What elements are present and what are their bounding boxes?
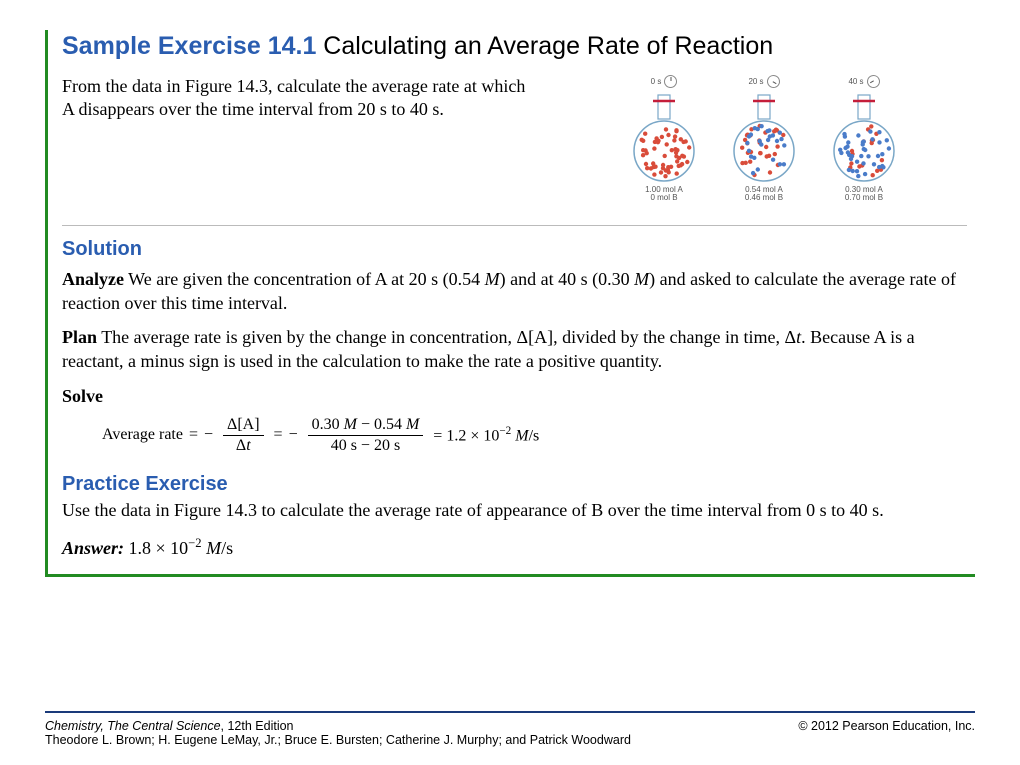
footer-copyright: © 2012 Pearson Education, Inc. <box>798 719 975 733</box>
flask-caption: 0.30 mol A0.70 mol B <box>817 186 911 204</box>
page: Sample Exercise 14.1 Calculating an Aver… <box>0 0 1020 577</box>
solution-heading: Solution <box>62 238 967 261</box>
flask-time-label: 20 s <box>717 75 811 88</box>
answer-label: Answer: <box>62 538 124 558</box>
title: Sample Exercise 14.1 Calculating an Aver… <box>62 30 967 63</box>
analyze-M1: M <box>485 269 500 289</box>
analyze-M2: M <box>634 269 649 289</box>
eq-frac1-den: Δt <box>232 436 255 455</box>
solve-label: Solve <box>62 384 967 408</box>
flask-0: 0 s 1.00 mol A0 mol B <box>617 75 711 204</box>
eq-minus1: − <box>204 426 213 444</box>
flask-icon <box>625 89 703 185</box>
eq-frac2: 0.30 M − 0.54 M 40 s − 20 s <box>304 416 428 455</box>
footer-row1: Chemistry, The Central Science, 12th Edi… <box>45 719 975 733</box>
flask-icon <box>725 89 803 185</box>
answer-M: M <box>206 538 221 558</box>
eq-eq2: = <box>274 426 283 444</box>
eq-eq1: = <box>189 426 198 444</box>
answer-unit: /s <box>221 538 233 558</box>
title-prefix: Sample Exercise 14.1 <box>62 32 316 60</box>
eq-result: = 1.2 × 10−2 M/s <box>433 425 539 445</box>
flask-2: 40 s 0.30 mol A0.70 mol B <box>817 75 911 204</box>
eq-frac2-den: 40 s − 20 s <box>327 436 404 455</box>
problem-statement: From the data in Figure 14.3, calculate … <box>62 75 607 122</box>
practice-heading: Practice Exercise <box>62 473 967 496</box>
plan-label: Plan <box>62 327 97 347</box>
answer-val-a: 1.8 × 10 <box>124 538 188 558</box>
eq-frac1-num: Δ[A] <box>223 416 264 436</box>
exercise-box: Sample Exercise 14.1 Calculating an Aver… <box>45 30 975 577</box>
eq-minus2: − <box>289 426 298 444</box>
flask-caption: 1.00 mol A0 mol B <box>617 186 711 204</box>
clock-icon <box>764 72 782 90</box>
flask-time-label: 0 s <box>617 75 711 88</box>
title-rest: Calculating an Average Rate of Reaction <box>316 32 773 60</box>
figure-flasks: 0 s 1.00 mol A0 mol B 20 s 0.54 mol A0.46 m… <box>617 75 917 215</box>
eq-frac2-num: 0.30 M − 0.54 M <box>308 416 424 436</box>
plan-paragraph: Plan The average rate is given by the ch… <box>62 325 967 374</box>
answer-exp: −2 <box>188 536 201 550</box>
practice-text: Use the data in Figure 14.3 to calculate… <box>62 498 967 522</box>
flask-time-label: 40 s <box>817 75 911 88</box>
flask-caption: 0.54 mol A0.46 mol B <box>717 186 811 204</box>
flask-1: 20 s 0.54 mol A0.46 mol B <box>717 75 811 204</box>
flask-icon <box>825 89 903 185</box>
analyze-t1: We are given the concentration of A at 2… <box>124 269 485 289</box>
clock-icon <box>864 72 882 90</box>
analyze-label: Analyze <box>62 269 124 289</box>
answer: Answer: 1.8 × 10−2 M/s <box>62 536 967 559</box>
problem-line2: A disappears over the time interval from… <box>62 99 444 119</box>
footer-rule <box>45 711 975 713</box>
problem-line1: From the data in Figure 14.3, calculate … <box>62 76 525 96</box>
footer-book: Chemistry, The Central Science, 12th Edi… <box>45 719 294 733</box>
analyze-t2: ) and at 40 s (0.30 <box>500 269 634 289</box>
separator-rule <box>62 225 967 226</box>
footer: Chemistry, The Central Science, 12th Edi… <box>45 711 975 747</box>
footer-authors: Theodore L. Brown; H. Eugene LeMay, Jr.;… <box>45 733 975 747</box>
eq-lhs: Average rate <box>102 426 183 444</box>
equation: Average rate = − Δ[A] Δt = − 0.30 M − 0.… <box>102 416 967 455</box>
plan-t1: The average rate is given by the change … <box>97 327 796 347</box>
eq-frac1: Δ[A] Δt <box>219 416 268 455</box>
analyze-paragraph: Analyze We are given the concentration o… <box>62 267 967 316</box>
top-row: From the data in Figure 14.3, calculate … <box>62 75 967 215</box>
clock-icon <box>664 75 677 88</box>
